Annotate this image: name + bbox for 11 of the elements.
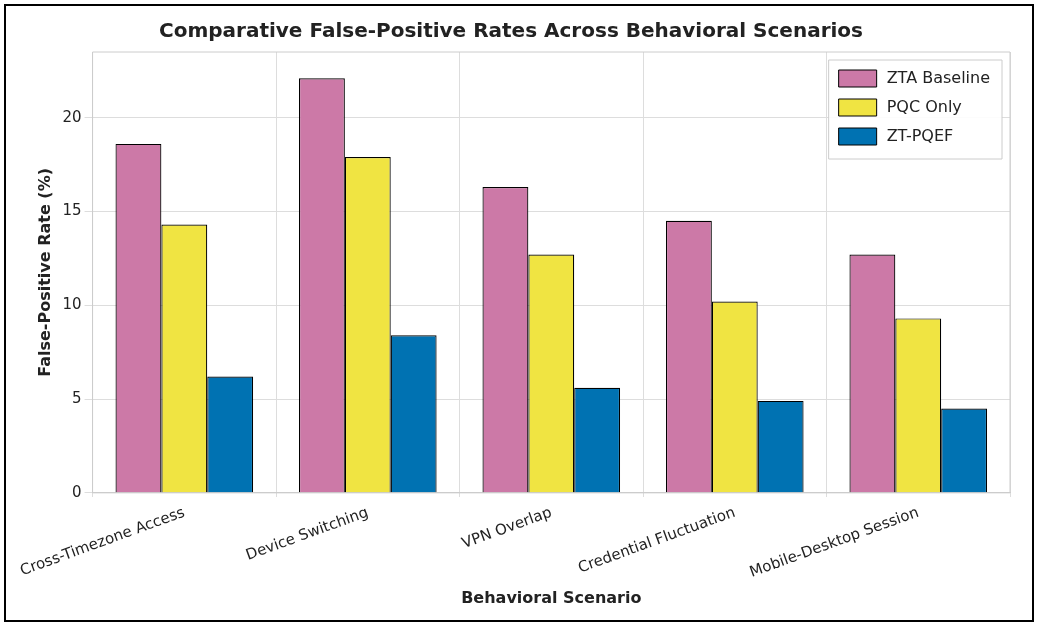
legend-label: ZTA Baseline [886,68,990,88]
x-axis-title: Behavioral Scenario [461,587,642,607]
y-tick-label: 15 [62,201,82,220]
legend-label: ZT-PQEF [886,126,954,146]
y-tick-label: 0 [72,482,82,501]
legend-label: PQC Only [886,97,962,117]
y-tick-label: 10 [62,295,82,314]
y-tick-label: 5 [72,388,82,407]
chart-title: Comparative False-Positive Rates Across Behavioral Scenarios [158,18,864,43]
y-tick-label: 20 [62,107,82,126]
y-axis-title: False-Positive Rate (%) [35,168,55,377]
